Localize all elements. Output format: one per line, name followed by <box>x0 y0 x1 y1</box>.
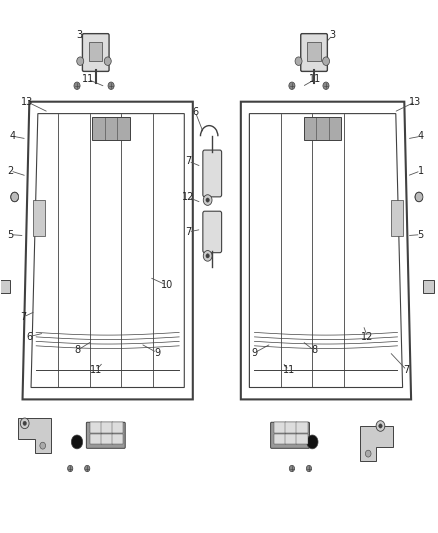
Text: 3: 3 <box>76 30 82 41</box>
Circle shape <box>23 421 26 425</box>
Circle shape <box>306 465 311 472</box>
Circle shape <box>206 198 209 202</box>
Bar <box>285 422 297 433</box>
Bar <box>285 433 297 445</box>
Circle shape <box>295 57 302 66</box>
Circle shape <box>85 465 90 472</box>
Text: 6: 6 <box>26 332 32 342</box>
Circle shape <box>104 57 111 66</box>
Circle shape <box>379 424 382 428</box>
Circle shape <box>11 192 18 202</box>
Circle shape <box>206 254 209 258</box>
Text: 11: 11 <box>82 75 94 84</box>
Bar <box>296 433 307 445</box>
Text: 3: 3 <box>329 30 336 41</box>
Text: 1: 1 <box>418 166 424 176</box>
Text: 2: 2 <box>7 166 14 176</box>
Text: 4: 4 <box>418 131 424 141</box>
Text: 13: 13 <box>21 96 33 107</box>
Circle shape <box>203 195 212 205</box>
Circle shape <box>376 421 385 431</box>
Polygon shape <box>18 418 51 453</box>
Bar <box>101 422 113 433</box>
Bar <box>112 433 124 445</box>
Circle shape <box>323 82 329 90</box>
Bar <box>391 200 403 236</box>
Circle shape <box>289 82 295 90</box>
Text: 9: 9 <box>154 348 160 358</box>
Bar <box>307 42 321 61</box>
Text: 12: 12 <box>182 192 194 203</box>
Circle shape <box>40 442 46 449</box>
Text: 9: 9 <box>252 348 258 358</box>
FancyBboxPatch shape <box>82 34 109 71</box>
Circle shape <box>203 251 212 261</box>
Bar <box>304 117 341 140</box>
Text: 8: 8 <box>311 345 317 356</box>
Text: 5: 5 <box>417 230 424 240</box>
Text: 11: 11 <box>283 365 295 375</box>
Text: 11: 11 <box>90 365 102 375</box>
Bar <box>424 280 434 293</box>
Text: 7: 7 <box>20 312 27 322</box>
Circle shape <box>365 450 371 457</box>
Text: 7: 7 <box>185 156 191 166</box>
Polygon shape <box>360 426 393 461</box>
Bar <box>112 422 124 433</box>
Bar <box>275 422 286 433</box>
FancyBboxPatch shape <box>301 34 327 71</box>
Circle shape <box>67 465 73 472</box>
Text: 8: 8 <box>74 345 80 356</box>
Circle shape <box>289 465 294 472</box>
Circle shape <box>77 57 84 66</box>
Bar <box>275 433 286 445</box>
Text: 10: 10 <box>160 280 173 290</box>
Circle shape <box>108 82 114 90</box>
Bar <box>0 280 11 293</box>
Bar <box>296 422 307 433</box>
Circle shape <box>71 435 83 449</box>
Circle shape <box>322 57 329 66</box>
Text: 7: 7 <box>185 227 191 237</box>
Text: 7: 7 <box>404 365 410 375</box>
Text: 11: 11 <box>309 75 321 84</box>
FancyBboxPatch shape <box>271 422 310 448</box>
Text: 12: 12 <box>361 332 374 342</box>
Text: 6: 6 <box>192 107 198 117</box>
Bar <box>90 433 102 445</box>
Circle shape <box>415 192 423 202</box>
Text: 13: 13 <box>410 96 422 107</box>
FancyBboxPatch shape <box>203 211 222 253</box>
Circle shape <box>74 82 80 90</box>
Bar <box>101 433 113 445</box>
Text: 5: 5 <box>7 230 14 240</box>
Bar <box>33 200 45 236</box>
FancyBboxPatch shape <box>203 150 222 197</box>
Circle shape <box>307 435 318 449</box>
Text: 4: 4 <box>10 131 16 141</box>
FancyBboxPatch shape <box>86 422 125 448</box>
Circle shape <box>20 418 29 429</box>
Bar <box>92 117 130 140</box>
Bar <box>89 42 102 61</box>
Bar <box>90 422 102 433</box>
